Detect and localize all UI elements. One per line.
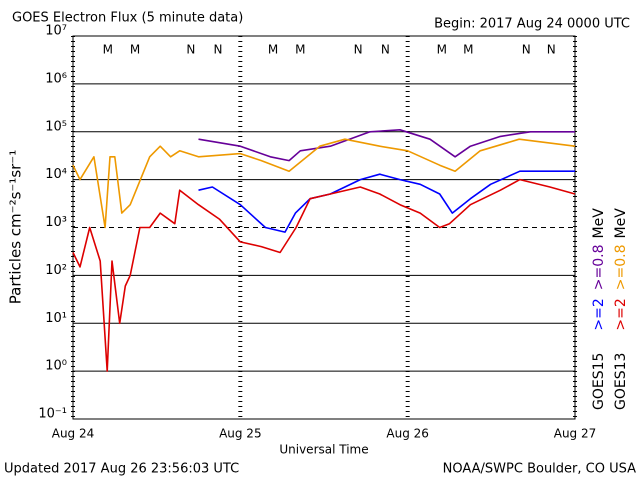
chart-title: GOES Electron Flux (5 minute data) xyxy=(12,11,243,26)
x-tick-label: Aug 25 xyxy=(219,427,262,441)
legend: GOES15 >=2 >=0.8 MeV xyxy=(591,208,607,410)
legend-entry: >=0.8 xyxy=(591,244,607,290)
series-line xyxy=(198,170,575,233)
y-tick-label: 10⁰ xyxy=(45,359,67,374)
event-marker: N xyxy=(522,43,531,57)
series-line xyxy=(72,138,576,229)
event-marker: M xyxy=(463,43,473,57)
legend-unit: MeV xyxy=(591,208,607,239)
y-tick-label: 10⁻¹ xyxy=(38,407,67,422)
y-tick-label: 10⁶ xyxy=(45,71,67,86)
y-tick-label: 10⁷ xyxy=(45,24,67,39)
event-marker: N xyxy=(354,43,363,57)
y-tick-label: 10² xyxy=(45,263,67,278)
legend-unit: MeV xyxy=(613,208,629,239)
y-tick-label: 10¹ xyxy=(45,311,67,326)
x-tick-label: Aug 27 xyxy=(554,427,597,441)
legend-entry: >=2 xyxy=(591,298,607,330)
y-tick-label: 10³ xyxy=(45,215,67,230)
event-marker: N xyxy=(214,43,223,57)
y-tick-label: 10⁴ xyxy=(45,167,67,182)
footer-left: Updated 2017 Aug 26 23:56:03 UTC xyxy=(4,462,239,477)
legend-group: GOES13 xyxy=(613,353,629,410)
legend-group: GOES15 xyxy=(591,353,607,410)
y-tick-label: 10⁵ xyxy=(45,119,67,134)
y-axis-label: Particles cm⁻²s⁻¹sr⁻¹ xyxy=(7,150,25,304)
footer-right: NOAA/SWPC Boulder, CO USA xyxy=(443,462,636,477)
event-marker: N xyxy=(186,43,195,57)
x-tick-label: Aug 26 xyxy=(386,427,429,441)
legend-entry: >=2 xyxy=(613,298,629,330)
series-line xyxy=(198,129,575,162)
event-marker: N xyxy=(381,43,390,57)
legend: GOES13 >=2 >=0.8 MeV xyxy=(613,208,629,410)
event-marker: M xyxy=(437,43,447,57)
x-tick-label: Aug 24 xyxy=(52,427,95,441)
x-axis-label: Universal Time xyxy=(279,443,368,457)
series-line xyxy=(72,178,576,372)
event-marker: M xyxy=(295,43,305,57)
legend-entry: >=0.8 xyxy=(613,244,629,290)
event-marker: M xyxy=(268,43,278,57)
begin-label: Begin: 2017 Aug 24 0000 UTC xyxy=(434,17,630,32)
event-marker: N xyxy=(547,43,556,57)
event-marker: M xyxy=(103,43,113,57)
event-marker: M xyxy=(130,43,140,57)
